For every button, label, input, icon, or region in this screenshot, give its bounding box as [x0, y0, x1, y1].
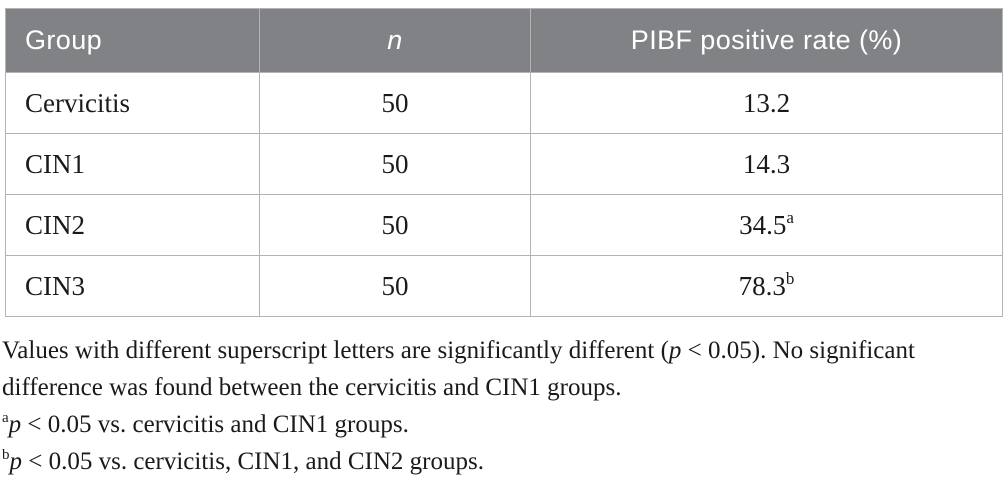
header-pibf-positive-rate: PIBF positive rate (%): [530, 8, 1003, 73]
footnote-a: ap < 0.05 vs. cervicitis and CIN1 groups…: [2, 406, 1004, 443]
footnote-b-marker: b: [2, 446, 10, 463]
rate-value: 34.5: [739, 209, 787, 240]
footnote-general-line1: Values with different superscript letter…: [2, 332, 1004, 369]
rate-superscript: b: [785, 268, 795, 288]
cell-n: 50: [259, 194, 531, 256]
rate-value: 78.3: [738, 270, 786, 301]
p-italic: p: [9, 448, 23, 475]
header-group: Group: [5, 8, 260, 73]
table-row: CIN2 50 34.5a: [5, 194, 1003, 256]
footnote-general-line2: difference was found between the cervici…: [2, 369, 1004, 406]
cell-group: Cervicitis: [5, 72, 260, 134]
p-italic: p: [8, 411, 22, 438]
cell-rate: 34.5a: [530, 194, 1003, 256]
table-row: CIN1 50 14.3: [5, 133, 1003, 195]
cell-group: CIN1: [5, 133, 260, 195]
cell-group: CIN3: [5, 255, 260, 317]
table-header-row: Group n PIBF positive rate (%): [5, 8, 1003, 73]
p-italic: p: [668, 337, 682, 364]
header-n: n: [259, 8, 531, 73]
cell-n: 50: [259, 72, 531, 134]
rate-superscript: a: [786, 207, 794, 227]
footnote-general: Values with different superscript letter…: [2, 332, 1004, 406]
footnote-text: < 0.05 vs. cervicitis, CIN1, and CIN2 gr…: [22, 448, 484, 475]
footnote-text: Values with different superscript letter…: [2, 337, 669, 364]
cell-rate: 14.3: [530, 133, 1003, 195]
cell-rate: 13.2: [530, 72, 1003, 134]
cell-rate: 78.3b: [530, 255, 1003, 317]
footnote-a-marker: a: [2, 409, 9, 426]
pibf-results-table: Group n PIBF positive rate (%) Cerviciti…: [5, 8, 1003, 317]
table-row: Cervicitis 50 13.2: [5, 72, 1003, 134]
rate-value: 13.2: [742, 87, 791, 118]
table-footnotes: Values with different superscript letter…: [2, 332, 1004, 480]
cell-n: 50: [259, 133, 531, 195]
paper-table-figure: Group n PIBF positive rate (%) Cerviciti…: [0, 8, 1004, 483]
rate-value: 14.3: [742, 148, 791, 179]
footnote-text: < 0.05 vs. cervicitis and CIN1 groups.: [21, 411, 409, 438]
footnote-text: < 0.05). No significant: [681, 337, 915, 364]
footnote-text: difference was found between the cervici…: [2, 374, 622, 401]
cell-group: CIN2: [5, 194, 260, 256]
table-row: CIN3 50 78.3b: [5, 255, 1003, 317]
cell-n: 50: [259, 255, 531, 317]
footnote-b: bp < 0.05 vs. cervicitis, CIN1, and CIN2…: [2, 443, 1004, 480]
